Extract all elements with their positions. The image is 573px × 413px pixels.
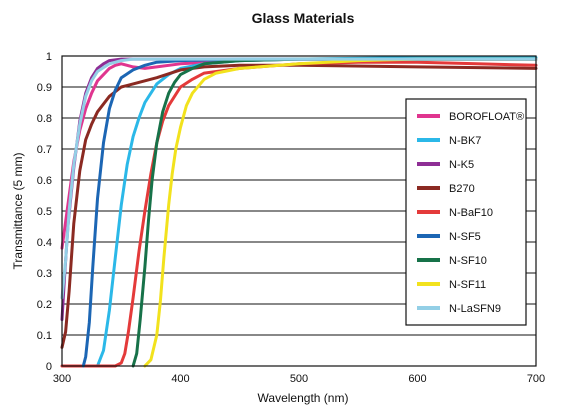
y-axis-label: Transmittance (5 mm) [11,153,25,270]
legend-label: N-SF10 [449,255,487,267]
chart-title: Glass Materials [252,10,355,26]
x-tick-label: 500 [290,373,308,385]
x-tick-label: 700 [527,373,545,385]
legend-label: N-SF5 [449,231,481,243]
y-tick-label: 0.5 [37,206,52,218]
y-tick-label: 1 [46,51,52,63]
y-tick-label: 0.1 [37,330,52,342]
x-tick-label: 400 [171,373,189,385]
legend-label: BOROFLOAT® [449,111,524,123]
x-tick-labels: 300 400 500 600 700 [53,373,545,385]
y-tick-label: 0.2 [37,299,52,311]
series-line [60,63,538,349]
legend-label: N-BaF10 [449,207,493,219]
series-line [60,57,538,300]
legend: BOROFLOAT® N-BK7 N-K5 B270 N-BaF10 N-SF5 N-SF1… [405,98,527,326]
y-tick-label: 0.8 [37,113,52,125]
plot-frame [61,55,537,367]
legend-label: N-SF11 [449,279,486,291]
x-tick-label: 300 [53,373,71,385]
legend-label: N-LaSFN9 [449,303,501,315]
series-line [143,57,538,368]
legend-label: N-K5 [449,159,474,171]
y-tick-label: 0 [46,361,52,373]
x-tick-label: 600 [408,373,426,385]
y-tick-label: 0.9 [37,82,52,94]
legend-label: N-BK7 [449,135,481,147]
x-axis-label: Wavelength (nm) [258,391,349,405]
y-tick-label: 0.3 [37,268,52,280]
y-tick-label: 0.7 [37,144,52,156]
y-tick-label: 0.6 [37,175,52,187]
y-tick-labels: 0 0.1 0.2 0.3 0.4 0.5 0.6 0.7 0.8 0.9 1 [37,51,52,373]
y-tick-label: 0.4 [37,237,52,249]
legend-label: B270 [449,183,475,195]
series-lines [60,56,538,368]
